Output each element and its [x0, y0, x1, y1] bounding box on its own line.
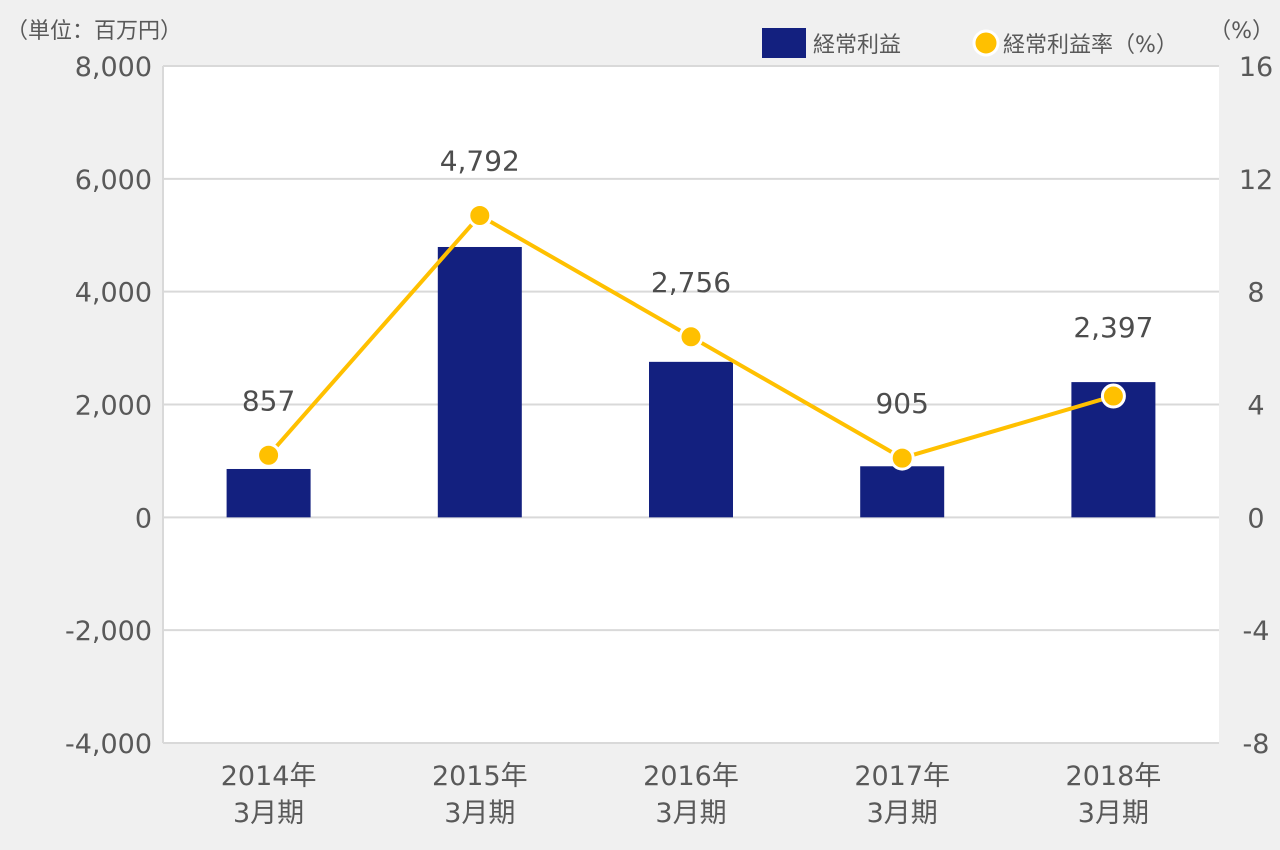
category-label: 3月期 — [867, 798, 938, 829]
bar-data-labels: 857 4,792 2,756 905 2,397 — [242, 145, 1154, 421]
legend-bar-swatch — [762, 28, 806, 58]
line-series — [256, 203, 1126, 471]
left-tick-label: 8,000 — [75, 52, 152, 83]
line-point — [256, 442, 282, 468]
category-label: 3月期 — [1078, 798, 1149, 829]
right-tick-label: 8 — [1247, 278, 1264, 309]
left-tick-label: 6,000 — [75, 165, 152, 196]
category-label: 2017年 — [854, 761, 950, 792]
line-point — [1100, 383, 1126, 409]
line-point — [467, 203, 493, 229]
legend: 経常利益 経常利益率（%） — [762, 28, 1178, 58]
bar-data-label: 2,756 — [651, 266, 731, 299]
right-axis-ticks: 16 12 8 4 0 -4 -8 — [1239, 52, 1273, 760]
right-tick-label: 4 — [1247, 391, 1264, 422]
right-tick-label: 16 — [1239, 52, 1273, 83]
right-tick-label: 0 — [1247, 503, 1264, 534]
left-tick-label: 4,000 — [75, 278, 152, 309]
bar-data-label: 857 — [242, 384, 295, 417]
left-unit-label: （単位：百万円） — [6, 19, 182, 44]
category-label: 2015年 — [432, 761, 528, 792]
left-tick-label: 0 — [135, 503, 152, 534]
right-unit-label: （%） — [1209, 19, 1274, 44]
bar — [226, 468, 311, 518]
right-tick-label: -8 — [1243, 729, 1270, 760]
legend-line-label: 経常利益率（%） — [1003, 33, 1178, 58]
category-label: 2014年 — [221, 761, 317, 792]
bar-data-label: 905 — [875, 387, 928, 420]
line-point — [889, 445, 915, 471]
left-tick-label: -4,000 — [65, 729, 152, 760]
line-point — [678, 324, 704, 350]
left-axis-ticks: 8,000 6,000 4,000 2,000 0 -2,000 -4,000 — [65, 52, 152, 760]
right-tick-label: -4 — [1243, 616, 1270, 647]
bar — [437, 246, 522, 518]
category-label: 2018年 — [1066, 761, 1162, 792]
category-labels: 2014年 3月期 2015年 3月期 2016年 3月期 2017年 3月期 2018年 3月期 — [221, 761, 1162, 829]
gridlines — [162, 65, 1219, 744]
legend-line-swatch — [972, 29, 1000, 57]
left-tick-label: 2,000 — [75, 391, 152, 422]
bar-series — [226, 246, 1156, 518]
bar — [860, 466, 945, 518]
category-label: 2016年 — [643, 761, 739, 792]
left-tick-label: -2,000 — [65, 616, 152, 647]
category-label: 3月期 — [655, 798, 726, 829]
bar-data-label: 2,397 — [1073, 311, 1153, 344]
category-label: 3月期 — [233, 798, 304, 829]
bar-data-label: 4,792 — [440, 145, 520, 178]
category-label: 3月期 — [444, 798, 515, 829]
right-tick-label: 12 — [1239, 165, 1273, 196]
legend-bar-label: 経常利益 — [813, 33, 901, 58]
bar — [649, 361, 733, 518]
